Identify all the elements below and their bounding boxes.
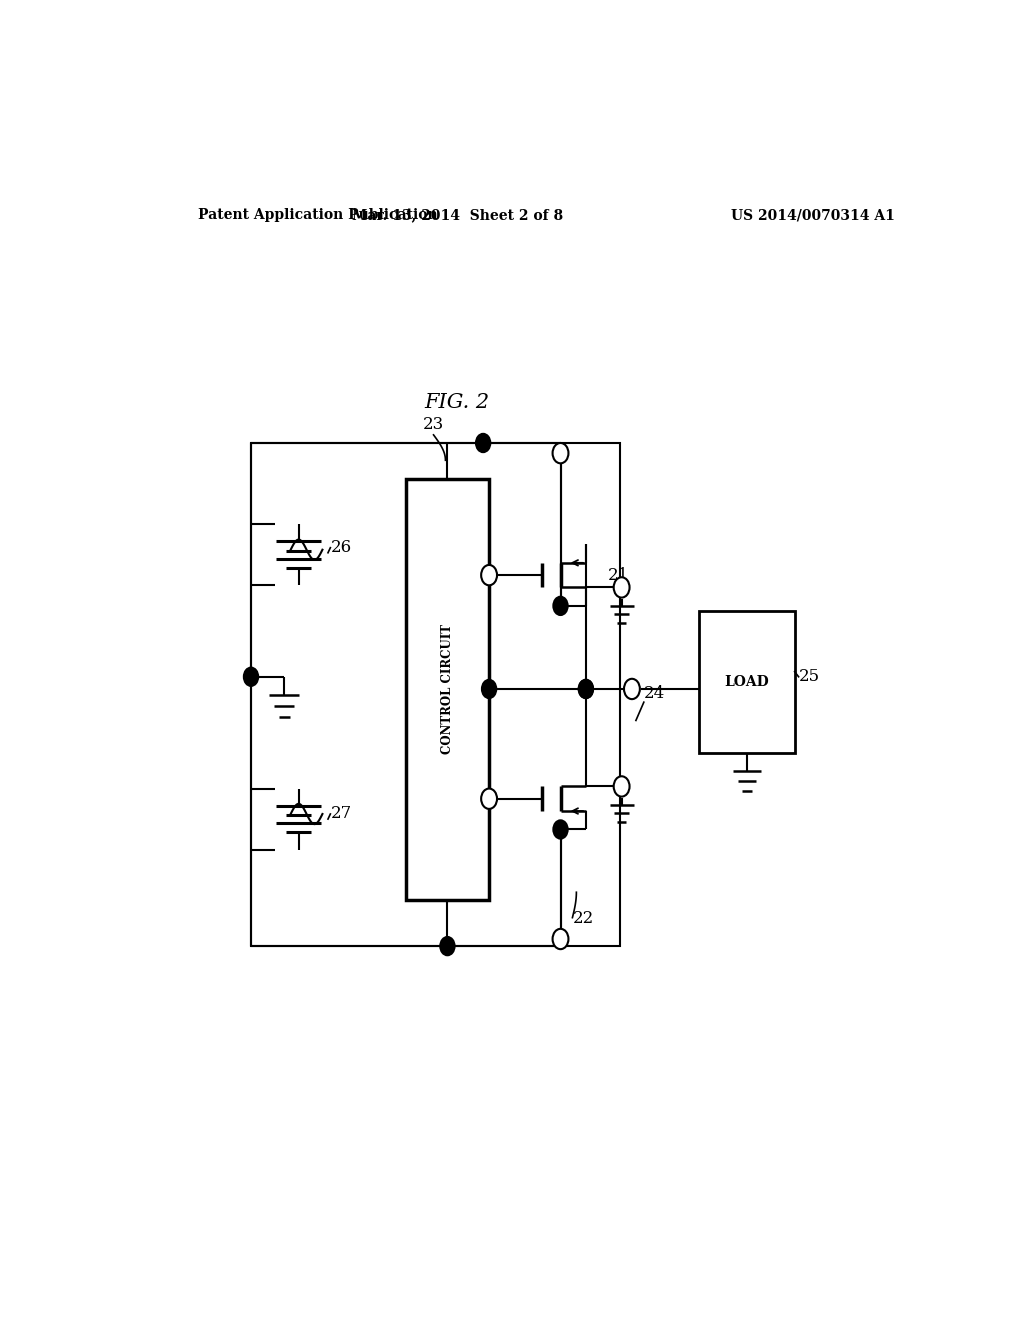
Circle shape (579, 680, 593, 698)
Circle shape (481, 565, 497, 585)
Text: 25: 25 (799, 668, 820, 685)
Circle shape (624, 678, 640, 700)
Circle shape (553, 444, 568, 463)
Text: US 2014/0070314 A1: US 2014/0070314 A1 (731, 209, 895, 222)
Text: Patent Application Publication: Patent Application Publication (198, 209, 437, 222)
Text: 21: 21 (608, 566, 630, 583)
Circle shape (553, 597, 567, 615)
Circle shape (613, 776, 630, 796)
Text: LOAD: LOAD (725, 675, 769, 689)
Text: CONTROL CIRCUIT: CONTROL CIRCUIT (441, 624, 454, 755)
Circle shape (244, 668, 258, 686)
Text: 27: 27 (331, 805, 351, 822)
Circle shape (613, 577, 630, 598)
Bar (251, 444, 620, 946)
Circle shape (476, 434, 490, 453)
Circle shape (481, 788, 497, 809)
Circle shape (482, 680, 497, 698)
Text: 26: 26 (331, 539, 351, 556)
Text: 22: 22 (572, 911, 594, 927)
Circle shape (579, 680, 593, 698)
Text: 23: 23 (423, 416, 444, 433)
Circle shape (553, 929, 568, 949)
Circle shape (553, 820, 567, 838)
Bar (699, 611, 795, 752)
Text: FIG. 2: FIG. 2 (425, 393, 489, 412)
Text: Mar. 13, 2014  Sheet 2 of 8: Mar. 13, 2014 Sheet 2 of 8 (352, 209, 563, 222)
Circle shape (440, 937, 455, 956)
Text: 24: 24 (644, 685, 666, 702)
Bar (406, 479, 489, 900)
